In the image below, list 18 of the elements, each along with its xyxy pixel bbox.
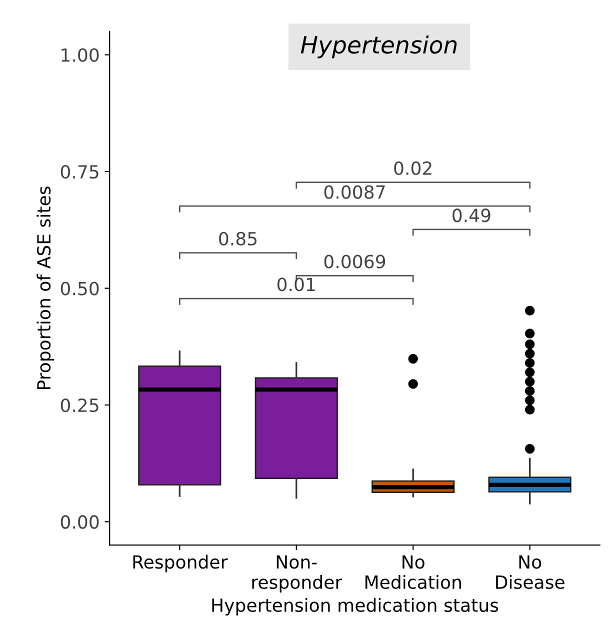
x-axis-title: Hypertension medication status [212,598,498,616]
y-tick-label: 0.75 [60,164,98,179]
annotation: 0.0069 [324,254,386,268]
x-tick-label: No Medication [366,555,461,589]
x-tick-label: Responder [133,554,228,572]
y-tick-label: 0.00 [60,515,99,529]
y-tick-label: 0.50 [60,282,99,296]
y-tick-label: 0.25 [60,398,98,412]
x-tick-label: No Disease [496,555,564,589]
y-axis-title: Proportion of ASE sites [36,186,54,389]
annotation: 0.02 [394,161,432,176]
y-tick-label: 1.00 [62,48,99,62]
annotation: 0.85 [219,232,257,246]
annotation: 0.0087 [324,185,385,199]
annotation: 0.01 [277,278,315,292]
x-tick-label: Non- responder [252,555,342,592]
annotation: 0.49 [452,208,490,222]
chart-title: Hypertension [300,35,457,58]
